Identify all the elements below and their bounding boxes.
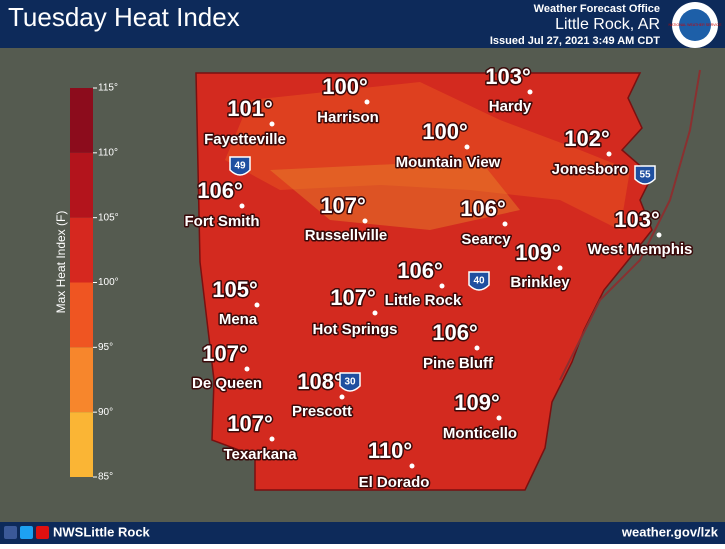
legend-tick-label: 100° [98, 277, 119, 288]
legend-band [70, 282, 93, 348]
legend-title: Max Heat Index (F) [54, 211, 68, 314]
city-name: Hardy [489, 98, 532, 115]
city-temp: 102° [564, 126, 610, 151]
interstate-shield [229, 156, 251, 176]
city-temp: 100° [422, 119, 468, 144]
legend-tick-label: 105° [98, 212, 119, 223]
river [559, 69, 701, 381]
city-name: Searcy [461, 231, 511, 248]
youtube-icon [36, 526, 49, 539]
city-dot [557, 265, 563, 271]
handle: NWSLittle Rock [53, 524, 151, 539]
city-temp: 107° [320, 193, 366, 218]
legend-tick-label: 95° [98, 342, 113, 353]
city-dot [269, 436, 275, 442]
city-temp: 106° [432, 320, 478, 345]
interstate-number: 30 [344, 377, 356, 388]
city-temp: 103° [614, 207, 660, 232]
city-dot [606, 151, 612, 157]
city-dot [464, 144, 470, 150]
city-dot [339, 394, 345, 400]
city-name: Monticello [443, 425, 517, 442]
legend-tick-label: 110° [98, 147, 118, 158]
city-dot [439, 283, 445, 289]
legend-band [70, 88, 93, 153]
city-name: El Dorado [359, 474, 430, 491]
city-temp: 109° [515, 240, 561, 265]
interstate-number: 40 [473, 276, 485, 287]
city-dot [656, 232, 662, 238]
city-temp: 107° [227, 411, 273, 436]
city-dot [364, 99, 370, 105]
cooler-area [225, 82, 630, 230]
interstate-number: 55 [639, 170, 651, 181]
interstate-shield [339, 372, 361, 392]
city-name: Russellville [305, 227, 388, 244]
city-name: Pine Bluff [423, 355, 494, 372]
city-name: Texarkana [223, 446, 297, 463]
legend-band [70, 217, 93, 283]
facebook-icon [4, 526, 17, 539]
city-temp: 107° [202, 341, 248, 366]
city-dot [409, 463, 415, 469]
city-name: Mena [219, 311, 258, 328]
legend-tick-label: 90° [98, 407, 113, 418]
logo [679, 9, 711, 41]
city-temp: 100° [322, 74, 368, 99]
city-temp: 109° [454, 390, 500, 415]
city-dot [244, 366, 250, 372]
interstate-number: 49 [234, 161, 246, 172]
office: Weather Forecast Office [534, 3, 660, 15]
city-temp: 106° [197, 178, 243, 203]
city-dot [527, 89, 533, 95]
legend-tick-label: 115° [98, 83, 118, 94]
city-temp: 106° [460, 196, 506, 221]
location: Little Rock, AR [555, 16, 660, 33]
interstate-shield [468, 271, 490, 291]
city-temp: 106° [397, 258, 443, 283]
city-temp: 107° [330, 285, 376, 310]
city-dot [372, 310, 378, 316]
logo-text: NATIONAL WEATHER SERVICE [669, 23, 723, 27]
city-temp: 105° [212, 277, 258, 302]
footer-bar [0, 522, 725, 544]
city-dot [496, 415, 502, 421]
city-name: Fayetteville [204, 131, 286, 148]
url: weather.gov/lzk [621, 524, 719, 539]
title: Tuesday Heat Index [8, 2, 240, 32]
city-name: Mountain View [396, 154, 501, 171]
city-dot [254, 302, 260, 308]
legend-tick-label: 85° [98, 472, 113, 483]
city-temp: 101° [227, 96, 273, 121]
city-name: De Queen [192, 375, 262, 392]
legend-band [70, 152, 93, 218]
city-dot [269, 121, 275, 127]
city-name: Fort Smith [185, 213, 260, 230]
legend-band [70, 412, 93, 477]
city-dot [474, 345, 480, 351]
city-name: West Memphis [588, 241, 693, 258]
legend-band [70, 347, 93, 413]
city-name: Jonesboro [552, 161, 629, 178]
city-name: Harrison [317, 109, 379, 126]
issued: Issued Jul 27, 2021 3:49 AM CDT [490, 35, 660, 47]
city-dot [502, 221, 508, 227]
city-name: Hot Springs [313, 321, 398, 338]
city-temp: 110° [368, 438, 412, 463]
city-temp: 103° [485, 64, 531, 89]
city-temp: 108° [297, 369, 343, 394]
interstate-shield [634, 165, 656, 185]
twitter-icon [20, 526, 33, 539]
city-name: Little Rock [385, 292, 462, 309]
city-dot [239, 203, 245, 209]
cooler-area [270, 160, 520, 230]
city-name: Prescott [292, 403, 352, 420]
city-name: Brinkley [510, 274, 570, 291]
header-bar [0, 0, 725, 48]
city-dot [362, 218, 368, 224]
